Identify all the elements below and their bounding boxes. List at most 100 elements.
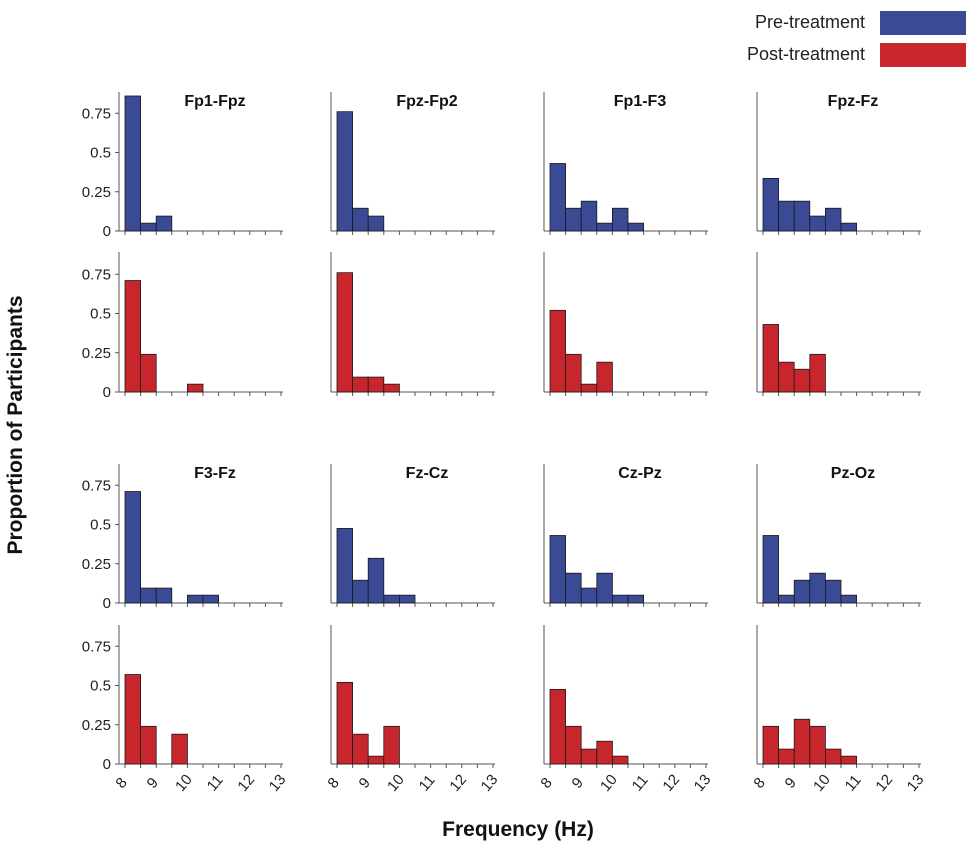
bar-pre-bin-0 [336, 111, 354, 232]
bar-post-bin-1 [565, 725, 582, 765]
bar-pre-bin-0 [762, 178, 780, 232]
bar-post-bin-1 [352, 376, 369, 393]
x-tick-label: 12 [659, 771, 683, 795]
y-tick-label: 0.5 [90, 145, 111, 162]
x-tick-label: 12 [234, 771, 258, 795]
bar-pre-bin-0 [549, 535, 567, 604]
bar-pre-bin-3 [596, 222, 613, 232]
bar-pre-bin-5 [202, 594, 219, 604]
x-tick-label: 11 [842, 772, 865, 795]
bar-pre-bin-5 [627, 222, 645, 232]
x-tick-label: 8 [750, 774, 768, 791]
bar-pre-bin-3 [596, 572, 613, 604]
y-tick-label: 0.25 [82, 184, 111, 201]
bar-pre-bin-2 [367, 215, 385, 232]
bar-post-bin-3 [809, 353, 826, 393]
panel-title: Fpz-Fp2 [396, 93, 457, 110]
bar-post-bin-2 [367, 376, 385, 393]
panel-fpz-fz-pre: Fpz-Fz [756, 92, 921, 235]
panel-fz-cz-post: 8 9 10 11 12 13 [324, 625, 501, 795]
panel-fp1-fpz-pre: 0 0.25 0.5 0.75 Fp1-Fpz [82, 92, 283, 240]
x-tick-label: 8 [112, 774, 130, 791]
bar-pre-bin-0 [549, 163, 567, 232]
x-tick-label: 8 [324, 774, 342, 791]
panel-title: Fp1-F3 [614, 93, 667, 110]
x-tick-label: 10 [172, 771, 196, 795]
x-tick-label: 13 [691, 771, 715, 795]
bar-post-bin-1 [352, 733, 369, 765]
x-tick-label: 9 [356, 774, 374, 791]
x-tick-label: 9 [144, 774, 162, 791]
y-tick-label: 0 [103, 384, 111, 401]
y-tick-label: 0.25 [82, 345, 111, 362]
bar-post-bin-0 [762, 725, 780, 765]
panel-cz-pz-post: 8 9 10 11 12 13 [537, 625, 714, 795]
bar-post-bin-0 [124, 674, 141, 765]
x-tick-label: 11 [629, 772, 652, 795]
bar-post-bin-3 [383, 383, 400, 393]
bar-post-bin-0 [762, 324, 780, 393]
bar-pre-bin-2 [580, 587, 598, 604]
bar-pre-bin-3 [809, 215, 826, 232]
bar-pre-bin-1 [778, 200, 795, 232]
legend-label-post: Post-treatment [747, 44, 865, 64]
bar-pre-bin-0 [124, 491, 141, 604]
y-tick-label: 0.75 [82, 105, 111, 122]
bar-pre-bin-4 [825, 207, 842, 232]
panel-f3-fz-pre: 0 0.25 0.5 0.75 F3-Fz [82, 464, 283, 612]
bar-post-bin-2 [793, 368, 811, 393]
x-tick-label: 9 [569, 774, 587, 791]
bar-post-bin-2 [580, 383, 598, 393]
y-tick-label: 0 [103, 756, 111, 773]
legend: Pre-treatment Post-treatment [747, 11, 966, 67]
bar-pre-bin-4 [825, 579, 842, 604]
y-tick-label: 0.75 [82, 477, 111, 494]
bar-pre-bin-5 [840, 222, 858, 232]
x-tick-label: 12 [446, 771, 470, 795]
panel-f3-fz-post: 0 0.25 0.5 0.75 8 9 10 11 12 13 [82, 625, 290, 795]
bar-pre-bin-4 [612, 207, 629, 232]
panels-layer: 0 0.25 0.5 0.75 Fp1-Fpz 0 0.25 0.5 0.75 Fpz-Fp2 Fp… [82, 92, 927, 795]
x-tick-label: 11 [416, 772, 439, 795]
bar-pre-bin-2 [155, 587, 173, 604]
panel-title: Fz-Cz [406, 465, 449, 482]
y-tick-label: 0.75 [82, 266, 111, 283]
bar-post-bin-3 [383, 725, 400, 765]
bar-post-bin-0 [336, 272, 354, 393]
bar-pre-bin-2 [793, 200, 811, 232]
bar-post-bin-0 [336, 681, 354, 765]
y-tick-label: 0.5 [90, 517, 111, 534]
panel-fpz-fz-post [756, 252, 921, 396]
x-tick-label: 11 [204, 772, 227, 795]
bar-post-bin-2 [793, 718, 811, 765]
bar-post-bin-1 [140, 725, 157, 765]
y-tick-label: 0.25 [82, 556, 111, 573]
bar-post-bin-5 [840, 755, 858, 765]
bar-pre-bin-1 [778, 594, 795, 604]
bar-pre-bin-4 [612, 594, 629, 604]
panel-title: Fp1-Fpz [184, 93, 245, 110]
x-tick-label: 10 [597, 771, 621, 795]
bar-pre-bin-1 [140, 222, 157, 232]
bar-post-bin-2 [580, 748, 598, 765]
bar-post-bin-3 [596, 361, 613, 393]
bar-pre-bin-1 [565, 572, 582, 604]
bar-pre-bin-1 [352, 207, 369, 232]
bar-post-bin-0 [549, 689, 567, 765]
bar-post-bin-3 [171, 733, 188, 765]
panel-cz-pz-pre: Cz-Pz [543, 464, 708, 607]
x-tick-label: 10 [384, 771, 408, 795]
bar-pre-bin-1 [140, 587, 157, 604]
bar-post-bin-3 [809, 725, 826, 765]
panel-pz-oz-pre: Pz-Oz [756, 464, 921, 607]
x-tick-label: 13 [266, 771, 290, 795]
bar-pre-bin-0 [336, 528, 354, 604]
bar-pre-bin-2 [367, 557, 385, 604]
x-axis-title: Frequency (Hz) [442, 818, 594, 841]
bar-pre-bin-3 [809, 572, 826, 604]
bar-post-bin-0 [124, 280, 141, 393]
panel-title: Cz-Pz [618, 465, 662, 482]
legend-swatch-pre [880, 11, 966, 35]
panel-title: Pz-Oz [831, 465, 875, 482]
panel-fp1-f3-post [543, 252, 708, 396]
